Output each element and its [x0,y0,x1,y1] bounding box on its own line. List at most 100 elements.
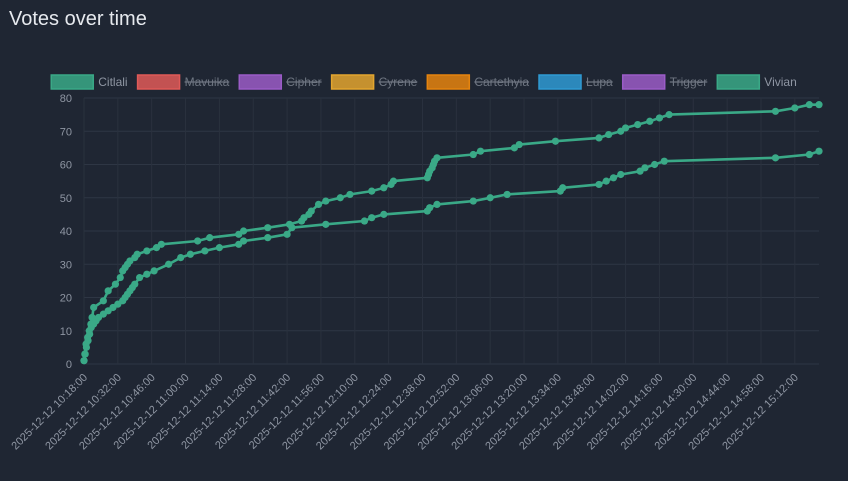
y-tick-label: 70 [60,126,72,138]
data-point-citlali[interactable] [469,197,477,205]
y-tick-label: 50 [60,193,72,205]
data-point-vivian[interactable] [551,137,560,145]
data-point-vivian[interactable] [322,197,330,205]
data-point-vivian[interactable] [133,250,141,258]
data-point-vivian[interactable] [805,101,813,109]
series-line-vivian [82,103,819,361]
data-point-vivian[interactable] [206,234,214,242]
data-point-vivian[interactable] [104,287,112,295]
data-point-vivian[interactable] [476,147,485,155]
data-point-citlali[interactable] [805,150,813,159]
data-point-vivian[interactable] [264,224,272,232]
data-point-vivian[interactable] [116,273,124,282]
legend-swatch [426,74,471,90]
data-point-citlali[interactable] [503,190,511,199]
series-line-citlali [82,149,820,361]
legend-swatch [716,74,761,90]
data-point-vivian[interactable] [433,154,441,162]
legend-item-vivian[interactable]: Vivian [716,74,797,90]
legend-item-trigger[interactable]: Trigger [621,74,708,90]
data-point-citlali[interactable] [617,170,625,179]
data-point-vivian[interactable] [655,114,664,122]
data-point-citlali[interactable] [559,184,567,192]
y-tick-label: 0 [66,359,72,371]
legend-item-cyrene[interactable]: Cyrene [330,74,418,90]
data-point-vivian[interactable] [646,117,654,125]
y-tick-label: 30 [60,259,72,271]
legend-label: Vivian [764,75,796,89]
data-point-vivian[interactable] [771,107,780,115]
data-point-citlali[interactable] [486,194,494,202]
data-point-vivian[interactable] [791,104,799,112]
data-point-citlali[interactable] [81,350,89,358]
data-point-citlali[interactable] [86,330,94,338]
data-point-citlali[interactable] [660,157,668,165]
data-point-citlali[interactable] [82,343,91,351]
data-point-citlali[interactable] [264,234,272,242]
y-tick-label: 10 [60,326,72,338]
data-point-citlali[interactable] [131,280,139,288]
data-point-vivian[interactable] [380,184,388,192]
data-point-vivian[interactable] [595,134,603,142]
legend-item-mavuika[interactable]: Mavuika [136,74,230,90]
data-point-citlali[interactable] [150,267,158,275]
data-point-vivian[interactable] [239,227,248,235]
data-point-citlali[interactable] [201,247,209,255]
legend-item-lupa[interactable]: Lupa [538,74,613,90]
y-tick-label: 20 [60,293,72,305]
data-point-citlali[interactable] [165,260,173,268]
data-point-citlali[interactable] [322,220,330,228]
data-point-vivian[interactable] [515,140,523,149]
data-point-citlali[interactable] [595,180,603,189]
data-point-vivian[interactable] [194,237,202,245]
data-point-citlali[interactable] [288,224,296,232]
data-point-citlali[interactable] [602,177,610,185]
data-point-citlali[interactable] [380,210,388,218]
legend-label: Citlali [98,75,127,89]
data-point-vivian[interactable] [634,121,642,129]
y-tick-label: 40 [60,226,72,238]
data-point-citlali[interactable] [136,273,144,282]
data-point-vivian[interactable] [143,247,151,255]
legend-item-citlali[interactable]: Citlali [50,74,128,90]
data-point-citlali[interactable] [186,250,194,258]
data-point-citlali[interactable] [177,254,185,262]
data-point-citlali[interactable] [433,200,441,208]
y-axis: 0 10 20 30 40 50 60 70 80 [60,93,72,371]
data-point-vivian[interactable] [157,240,165,248]
data-point-citlali[interactable] [239,237,248,245]
data-point-citlali[interactable] [609,174,618,182]
legend-item-cipher[interactable]: Cipher [238,74,322,90]
data-point-citlali[interactable] [641,164,649,172]
data-point-citlali[interactable] [84,337,92,345]
data-point-citlali[interactable] [815,147,823,155]
data-point-citlali[interactable] [80,357,88,365]
data-point-citlali[interactable] [215,244,223,252]
data-point-vivian[interactable] [605,130,613,139]
data-point-citlali[interactable] [426,204,434,212]
data-point-vivian[interactable] [314,200,323,208]
data-point-vivian[interactable] [111,280,120,288]
data-point-vivian[interactable] [90,303,98,312]
data-point-citlali[interactable] [368,214,376,222]
data-point-vivian[interactable] [99,297,107,305]
data-point-vivian[interactable] [469,150,477,159]
data-point-vivian[interactable] [307,207,315,215]
data-point-citlali[interactable] [771,154,780,162]
data-point-vivian[interactable] [621,124,630,132]
data-point-vivian[interactable] [346,190,354,199]
data-point-vivian[interactable] [336,194,344,202]
data-point-vivian[interactable] [665,111,673,119]
data-point-citlali[interactable] [143,270,151,278]
data-point-citlali[interactable] [283,230,291,238]
data-point-vivian[interactable] [368,187,376,195]
y-tick-label: 60 [60,160,72,172]
data-point-vivian[interactable] [815,101,823,109]
legend-swatch [238,74,283,90]
data-point-vivian[interactable] [389,177,398,185]
data-point-citlali[interactable] [360,217,369,225]
legend-item-cartethyia[interactable]: Cartethyia [426,74,529,90]
data-point-citlali[interactable] [650,160,659,169]
